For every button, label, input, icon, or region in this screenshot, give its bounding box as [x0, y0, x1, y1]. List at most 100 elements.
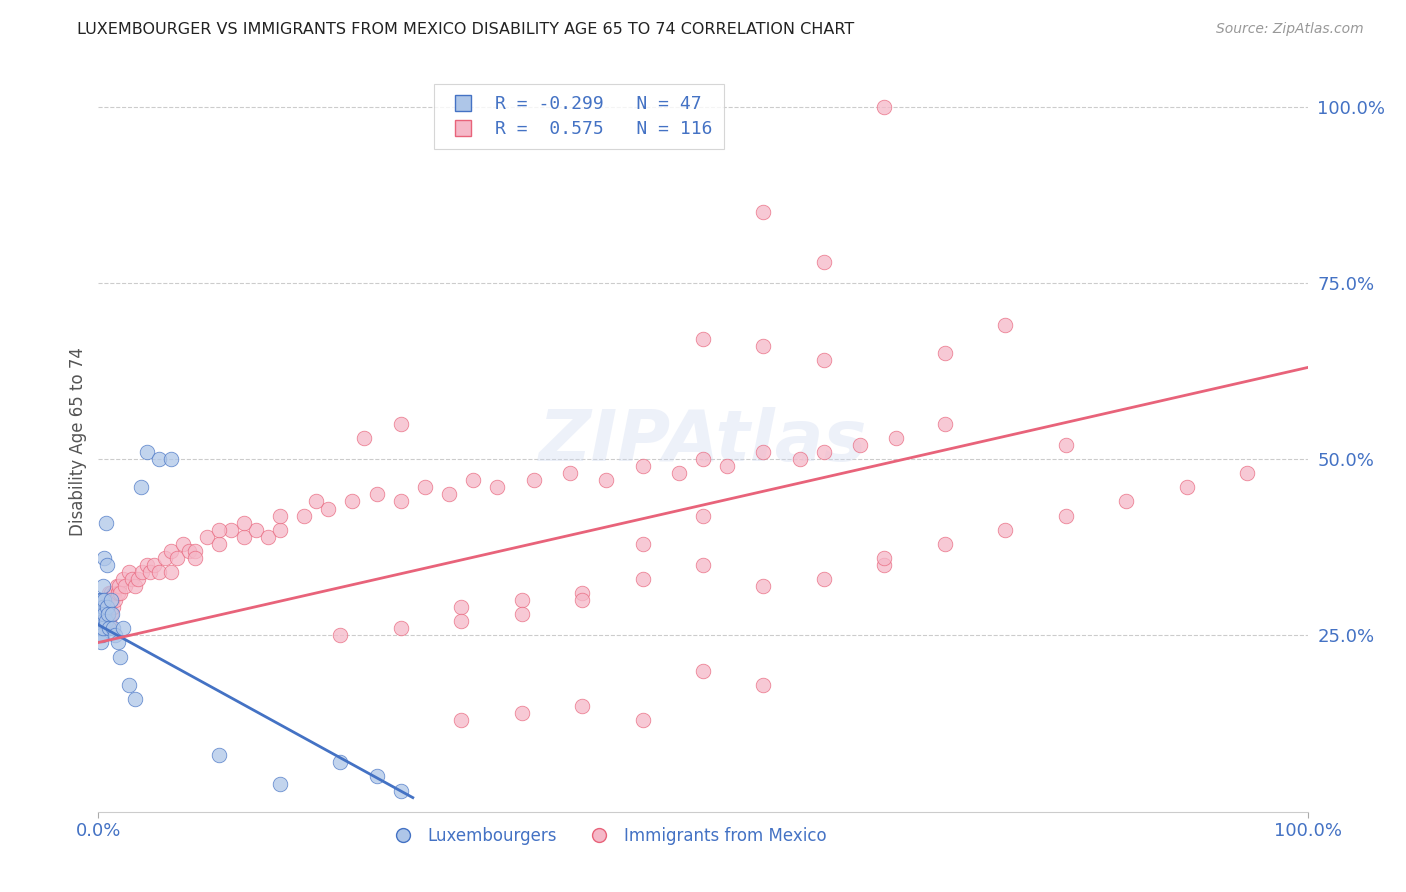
Point: [89, 615, 111, 629]
Point: [94, 615, 117, 629]
Point: [89, 593, 111, 607]
Point: [353, 431, 375, 445]
Point: [692, 332, 714, 346]
Point: [389, 417, 412, 431]
Point: [463, 473, 485, 487]
Point: [91, 615, 114, 629]
Point: [571, 698, 593, 713]
Point: [98, 586, 121, 600]
Point: [108, 586, 131, 600]
Point: [104, 593, 127, 607]
Point: [692, 558, 714, 572]
Point: [221, 523, 243, 537]
Point: [124, 579, 146, 593]
Point: [366, 769, 388, 783]
Point: [100, 586, 122, 600]
Point: [91, 607, 114, 622]
Point: [232, 530, 254, 544]
Point: [752, 445, 775, 459]
Point: [131, 565, 153, 579]
Point: [153, 550, 176, 565]
Point: [934, 537, 956, 551]
Point: [135, 558, 157, 572]
Point: [631, 459, 654, 474]
Text: Source: ZipAtlas.com: Source: ZipAtlas.com: [1216, 22, 1364, 37]
Point: [93, 550, 115, 565]
Point: [124, 692, 146, 706]
Point: [89, 615, 111, 629]
Point: [101, 600, 124, 615]
Point: [179, 544, 201, 558]
Point: [160, 452, 183, 467]
Point: [849, 438, 872, 452]
Point: [269, 776, 291, 790]
Point: [108, 579, 131, 593]
Point: [208, 537, 231, 551]
Point: [329, 756, 352, 770]
Point: [389, 783, 412, 797]
Point: [91, 615, 114, 629]
Point: [96, 593, 118, 607]
Point: [98, 615, 121, 629]
Point: [269, 523, 291, 537]
Point: [450, 713, 472, 727]
Point: [873, 100, 896, 114]
Point: [1054, 508, 1077, 523]
Point: [692, 508, 714, 523]
Point: [752, 678, 775, 692]
Point: [631, 713, 654, 727]
Point: [104, 628, 127, 642]
Point: [1054, 438, 1077, 452]
Point: [96, 600, 118, 615]
Point: [148, 565, 170, 579]
Point: [208, 748, 231, 763]
Point: [166, 550, 188, 565]
Point: [91, 621, 114, 635]
Point: [716, 459, 738, 474]
Point: [91, 621, 114, 635]
Point: [90, 607, 112, 622]
Point: [994, 523, 1017, 537]
Point: [89, 607, 111, 622]
Point: [305, 494, 328, 508]
Point: [1115, 494, 1137, 508]
Point: [94, 615, 117, 629]
Point: [245, 523, 267, 537]
Point: [316, 501, 339, 516]
Legend: Luxembourgers, Immigrants from Mexico: Luxembourgers, Immigrants from Mexico: [380, 820, 834, 852]
Point: [91, 600, 114, 615]
Point: [91, 615, 114, 629]
Point: [934, 417, 956, 431]
Point: [96, 607, 118, 622]
Point: [100, 593, 122, 607]
Point: [93, 607, 115, 622]
Point: [172, 537, 194, 551]
Y-axis label: Disability Age 65 to 74: Disability Age 65 to 74: [69, 347, 87, 536]
Point: [160, 544, 183, 558]
Point: [752, 339, 775, 353]
Point: [101, 621, 124, 635]
Point: [90, 621, 112, 635]
Point: [195, 530, 218, 544]
Point: [91, 600, 114, 615]
Point: [631, 572, 654, 586]
Point: [329, 628, 352, 642]
Point: [108, 649, 131, 664]
Point: [90, 621, 112, 635]
Point: [90, 593, 112, 607]
Point: [89, 621, 111, 635]
Point: [129, 480, 152, 494]
Point: [107, 635, 129, 649]
Point: [100, 607, 122, 622]
Point: [91, 593, 114, 607]
Point: [96, 558, 118, 572]
Point: [813, 445, 835, 459]
Text: LUXEMBOURGER VS IMMIGRANTS FROM MEXICO DISABILITY AGE 65 TO 74 CORRELATION CHART: LUXEMBOURGER VS IMMIGRANTS FROM MEXICO D…: [77, 22, 855, 37]
Point: [523, 473, 546, 487]
Point: [97, 607, 120, 622]
Point: [184, 544, 207, 558]
Point: [813, 572, 835, 586]
Point: [1236, 467, 1258, 481]
Point: [184, 550, 207, 565]
Point: [232, 516, 254, 530]
